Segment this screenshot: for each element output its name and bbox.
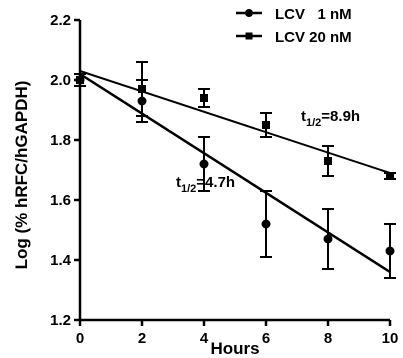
y-tick-label: 1.2: [50, 312, 71, 329]
data-point-circle: [137, 96, 147, 106]
data-point-circle: [261, 219, 271, 229]
fit-line-series-0: [79, 72, 391, 274]
data-point-circle: [323, 234, 333, 244]
fit-line-series-1: [79, 70, 391, 174]
legend-label-lcv-1nm: LCV 1 nM: [275, 6, 352, 23]
y-tick-label: 2.2: [50, 12, 71, 29]
y-ticks: 1.2 1.4 1.6 1.8 2.0 2.2: [50, 12, 80, 329]
annotation-prefix: t: [301, 108, 306, 125]
legend-label-lcv-20nm: LCV 20 nM: [275, 29, 352, 46]
data-point-circle: [385, 246, 395, 256]
axes: [78, 20, 390, 322]
data-points: [75, 75, 395, 256]
fit-lines: [79, 70, 391, 274]
annotation-prefix: t: [176, 174, 181, 191]
data-point-square: [138, 85, 146, 93]
data-point-square: [262, 121, 270, 129]
y-tick-label: 2.0: [50, 72, 71, 89]
x-tick-label: 4: [200, 330, 209, 347]
x-tick-label: 0: [76, 330, 84, 347]
data-point-square: [324, 157, 332, 165]
x-tick-label: 8: [324, 330, 332, 347]
x-tick-label: 10: [382, 330, 399, 347]
y-tick-label: 1.4: [50, 252, 72, 269]
x-tick-label: 2: [138, 330, 146, 347]
y-tick-label: 1.8: [50, 132, 71, 149]
annotation-subscript: 1/2: [306, 117, 321, 129]
data-point-square: [76, 76, 84, 84]
data-point-square: [200, 94, 208, 102]
y-tick-label: 1.6: [50, 192, 71, 209]
legend-item-lcv-20nm: LCV 20 nM: [236, 29, 352, 46]
data-point-square: [386, 172, 394, 180]
data-point-circle: [199, 159, 209, 169]
annotation-value: =4.7h: [196, 174, 235, 191]
half-life-annotation-1nm: t1/2=4.7h: [176, 174, 235, 195]
y-axis-title: Log (% hRFC/hGAPDH): [12, 81, 31, 270]
legend-marker-circle: [245, 9, 253, 17]
half-life-annotation-20nm: t1/2=8.9h: [301, 108, 360, 129]
annotation-subscript: 1/2: [181, 183, 196, 195]
legend: LCV 1 nM LCV 20 nM: [236, 6, 352, 46]
annotation-value: =8.9h: [321, 108, 360, 125]
legend-marker-square: [245, 32, 253, 40]
x-ticks: 0 2 4 6 8 10: [76, 320, 399, 347]
x-tick-label: 6: [262, 330, 270, 347]
legend-item-lcv-1nm: LCV 1 nM: [236, 6, 352, 23]
x-axis-title: Hours: [210, 339, 259, 358]
